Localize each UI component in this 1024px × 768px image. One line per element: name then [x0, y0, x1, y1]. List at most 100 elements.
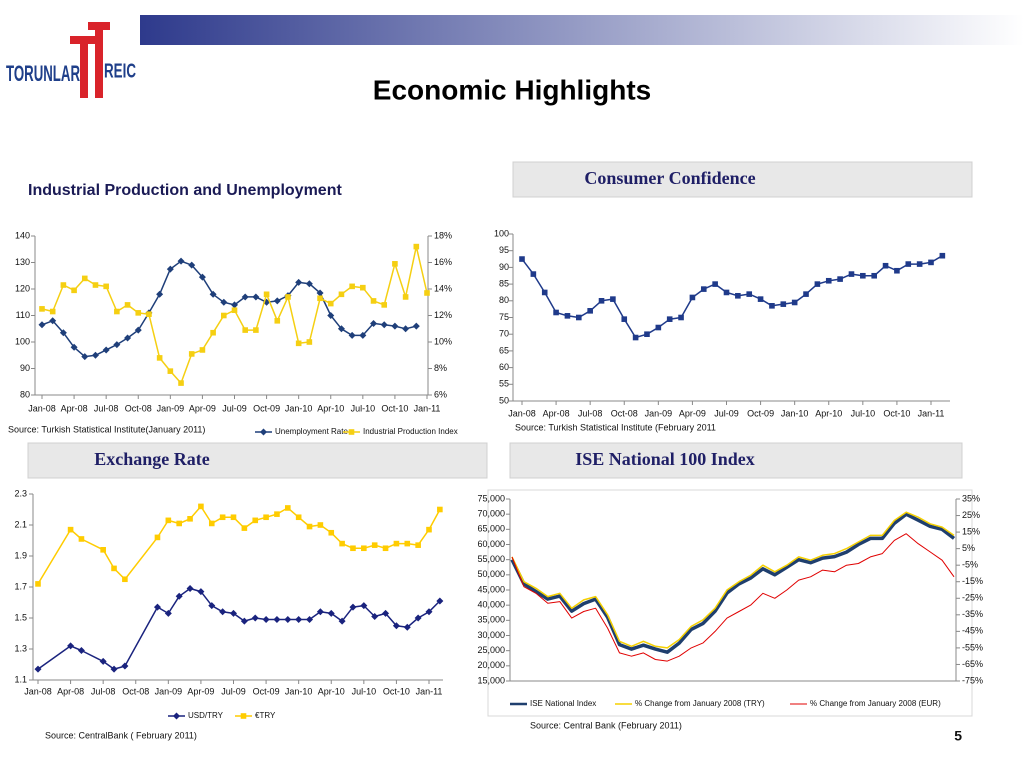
marker	[219, 514, 226, 521]
marker	[274, 318, 281, 324]
marker	[610, 296, 616, 302]
x-tick-label: Jan-11	[416, 686, 443, 696]
marker	[553, 309, 559, 316]
x-tick-label: Oct-09	[747, 408, 774, 418]
marker	[99, 657, 107, 665]
series-line	[41, 260, 417, 358]
chart-title: Exchange Rate	[94, 449, 210, 469]
marker	[153, 603, 161, 611]
series-line	[521, 255, 943, 339]
marker	[208, 520, 215, 527]
marker	[77, 647, 85, 655]
marker	[939, 252, 946, 259]
marker	[370, 319, 378, 327]
marker	[124, 334, 132, 342]
y-tick-label: 85	[499, 278, 509, 288]
marker	[871, 272, 877, 279]
y-tick-label: 140	[15, 230, 30, 240]
marker	[621, 316, 628, 322]
y-tick-label: 1.3	[14, 643, 27, 653]
marker	[187, 516, 193, 522]
marker	[814, 281, 821, 287]
y-tick-label: 1.7	[14, 581, 27, 591]
y2-tick-label: -15%	[962, 576, 983, 586]
chart-header	[27, 442, 488, 479]
x-tick-label: Jan-10	[285, 686, 313, 696]
y-tick-label: 1.5	[14, 612, 27, 622]
chart-title: Consumer Confidence	[584, 168, 755, 188]
marker	[392, 261, 398, 267]
marker	[564, 313, 571, 319]
marker	[928, 259, 934, 266]
chart: ISE National 100 Index Source: Central Ba…	[477, 442, 983, 730]
x-tick-label: Jan-10	[285, 403, 313, 413]
marker	[199, 347, 206, 353]
series-line	[510, 512, 956, 654]
marker	[252, 517, 259, 524]
marker	[746, 291, 753, 297]
marker	[295, 616, 303, 624]
marker	[381, 302, 388, 308]
x-tick-label: Jul-09	[221, 686, 246, 696]
series-line	[37, 587, 441, 670]
marker	[316, 608, 324, 616]
marker	[262, 616, 270, 624]
marker	[371, 612, 379, 620]
legend-label: €TRY	[255, 711, 276, 720]
y2-tick-label: -45%	[962, 626, 983, 636]
x-tick-label: Apr-08	[57, 686, 84, 696]
y-tick-label: 90	[499, 262, 509, 272]
marker	[241, 525, 248, 531]
x-tick-label: Apr-09	[189, 403, 216, 413]
marker	[240, 617, 248, 625]
marker	[176, 520, 182, 527]
marker	[252, 293, 260, 301]
y-tick-label: 65,000	[477, 524, 505, 534]
source-note: Source: CentralBank ( February 2011)	[45, 730, 197, 740]
marker	[197, 588, 205, 596]
marker	[317, 522, 324, 528]
marker	[327, 609, 335, 617]
marker	[916, 261, 923, 267]
marker	[263, 514, 269, 521]
legend-marker	[173, 712, 180, 720]
marker	[198, 273, 206, 281]
y2-tick-label: -5%	[962, 560, 978, 570]
marker	[424, 290, 430, 296]
marker	[221, 312, 227, 319]
marker	[735, 292, 741, 299]
legend-label: % Change from January 2008 (EUR)	[810, 699, 941, 708]
y2-tick-label: -25%	[962, 593, 983, 603]
marker	[327, 300, 334, 307]
marker	[284, 616, 292, 624]
marker	[295, 514, 302, 521]
marker	[198, 503, 204, 510]
marker	[437, 506, 443, 513]
marker	[519, 256, 525, 262]
marker	[165, 517, 172, 524]
marker	[110, 665, 118, 673]
marker	[894, 267, 900, 274]
x-tick-label: Apr-10	[318, 686, 345, 696]
top-bar	[140, 15, 1024, 45]
y2-tick-label: 12%	[434, 310, 452, 320]
marker	[39, 306, 45, 312]
marker	[263, 291, 270, 298]
marker	[92, 282, 99, 288]
legend-marker	[348, 429, 355, 435]
marker	[285, 294, 291, 300]
marker	[273, 616, 281, 624]
marker	[135, 310, 142, 316]
marker	[102, 346, 110, 354]
marker	[769, 303, 775, 309]
marker	[348, 331, 356, 339]
series-line	[511, 533, 955, 662]
marker	[113, 341, 121, 349]
x-tick-label: Oct-10	[381, 403, 408, 413]
marker	[81, 275, 88, 282]
y-tick-label: 25,000	[477, 645, 505, 655]
series-line	[41, 245, 428, 384]
marker	[359, 331, 367, 339]
y-tick-label: 120	[15, 283, 30, 293]
marker	[905, 261, 912, 267]
